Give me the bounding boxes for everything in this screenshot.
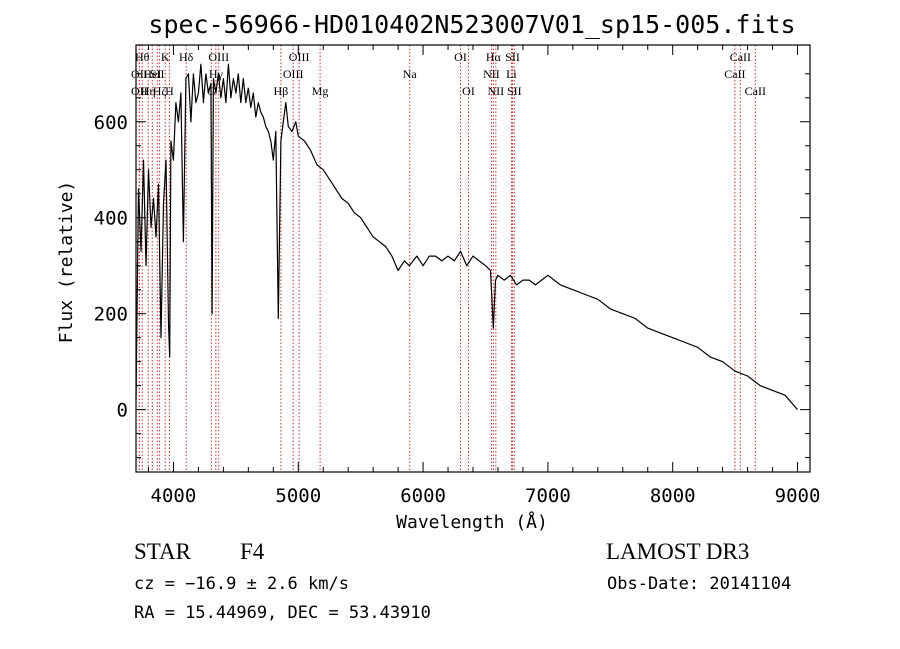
line-label-7: SII (150, 67, 165, 81)
line-label-15: OIII (289, 50, 310, 64)
line-label-4: HeI (143, 67, 161, 81)
object-class: STAR (134, 539, 191, 564)
flux-series-line (135, 63, 798, 410)
line-label-20: NII (483, 67, 500, 81)
y-tick-label-400: 400 (94, 208, 128, 230)
redshift-velocity: cz = −16.9 ± 2.6 km/s (134, 574, 349, 594)
line-label-2: OII (131, 84, 148, 98)
line-label-13: Hβ (274, 84, 289, 98)
chart-title: spec-56966-HD010402N523007V01_sp15-005.f… (148, 10, 795, 39)
line-label-9: Hδ (179, 50, 194, 64)
line-label-5: Hζ (153, 84, 167, 98)
object-subclass: F4 (240, 539, 265, 564)
plot-frame (135, 44, 811, 473)
line-label-18: OI (454, 50, 467, 64)
line-label-12: OIII (208, 50, 229, 64)
observation-date: Obs-Date: 20141104 (607, 574, 792, 594)
line-label-6: K (161, 50, 170, 64)
line-label-8: H (165, 84, 174, 98)
x-tick-label-8000: 8000 (650, 485, 696, 507)
y-axis-label: Flux (relative) (56, 181, 77, 344)
y-tick-label-600: 600 (94, 112, 128, 134)
survey-name: LAMOST DR3 (606, 539, 750, 564)
x-axis-label: Wavelength (Å) (396, 511, 548, 533)
line-label-27: CaII (730, 50, 751, 64)
x-tick-label-9000: 9000 (775, 485, 821, 507)
line-label-19: OI (462, 84, 475, 98)
spectral-line-labels: HθOIIOIIHηHeIHζKSIIHHδGHγOIIIHβOIIIOIIIM… (131, 50, 766, 98)
y-tick-label-200: 200 (94, 304, 128, 326)
x-tick-label-5000: 5000 (275, 485, 321, 507)
line-label-23: Li (506, 67, 517, 81)
line-label-11: Hγ (209, 67, 224, 81)
line-label-28: CaII (745, 84, 766, 98)
x-tick-label-4000: 4000 (151, 485, 197, 507)
x-axis-ticks: 4000 5000 6000 7000 8000 9000 (147, 45, 821, 507)
y-axis-ticks: 0 200 400 600 (94, 73, 810, 459)
line-label-26: CaII (724, 67, 745, 81)
line-label-3: Hη (141, 84, 156, 98)
line-label-25: SII (507, 84, 522, 98)
line-label-24: SII (505, 50, 520, 64)
y-tick-label-0: 0 (117, 400, 128, 422)
sky-coordinates: RA = 15.44969, DEC = 53.43910 (134, 603, 431, 623)
line-label-14: OIII (283, 67, 304, 81)
spectral-line-markers (138, 45, 756, 472)
line-label-17: Na (403, 67, 418, 81)
line-label-0: Hθ (135, 50, 150, 64)
line-label-21: Hα (486, 50, 502, 64)
line-label-22: NII (488, 84, 505, 98)
x-tick-label-6000: 6000 (400, 485, 446, 507)
line-label-16: Mg (312, 84, 329, 98)
x-tick-label-7000: 7000 (525, 485, 571, 507)
line-label-10: G (207, 84, 216, 98)
